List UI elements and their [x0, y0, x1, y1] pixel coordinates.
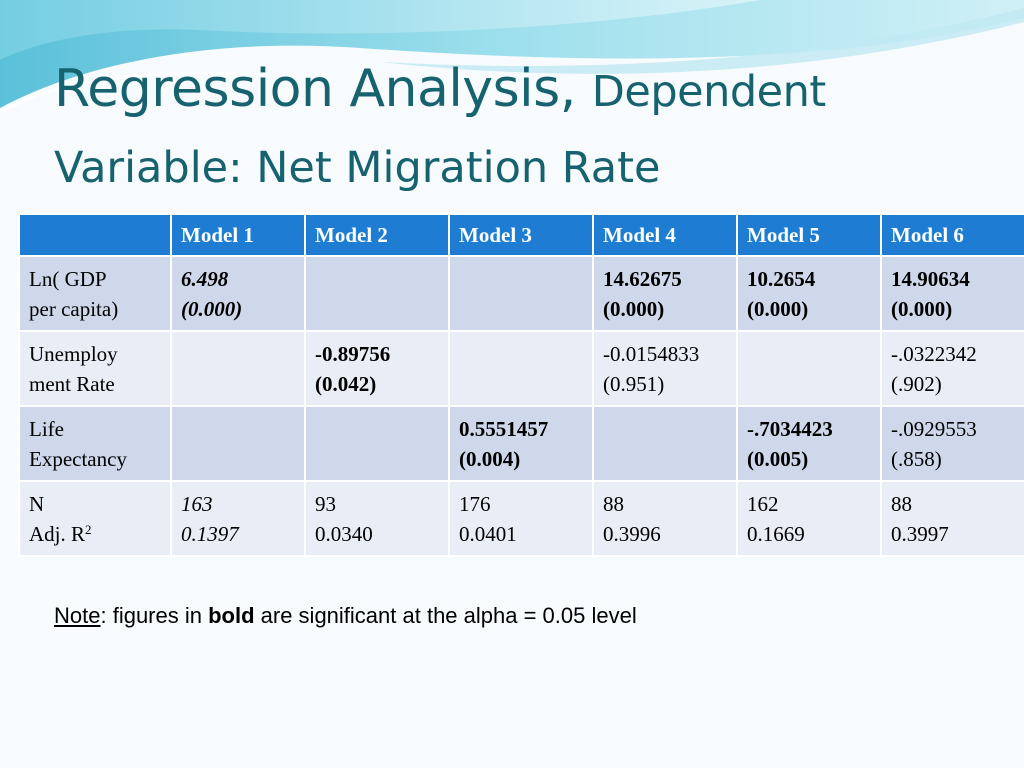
cell: -.0322342 (.902) [880, 330, 1024, 407]
cell: 6.498 (0.000) [170, 255, 306, 332]
cell: 88 0.3996 [592, 480, 738, 557]
title-line-2: Variable: Net Migration Rate [54, 143, 661, 193]
cell: 0.5551457 (0.004) [448, 405, 594, 482]
cell: 88 0.3997 [880, 480, 1024, 557]
cell [170, 330, 306, 407]
header-model-5: Model 5 [736, 213, 882, 257]
cell: 163 0.1397 [170, 480, 306, 557]
note-label: Note [54, 603, 101, 628]
cell: -.0929553 (.858) [880, 405, 1024, 482]
cell [448, 330, 594, 407]
title-part-2: Dependent [591, 67, 826, 117]
cell: -0.89756 (0.042) [304, 330, 450, 407]
header-model-1: Model 1 [170, 213, 306, 257]
header-model-2: Model 2 [304, 213, 450, 257]
row-ln-gdp: Ln( GDP per capita) 6.498 (0.000) 14.626… [18, 255, 1024, 332]
note-text-1: : figures in [100, 603, 209, 628]
cell [736, 330, 882, 407]
header-model-4: Model 4 [592, 213, 738, 257]
cell: -.7034423 (0.005) [736, 405, 882, 482]
row-life-expectancy: Life Expectancy 0.5551457 (0.004) -.7034… [18, 405, 1024, 482]
row-label: Unemploy ment Rate [18, 330, 172, 407]
decorative-swoosh [0, 0, 1024, 114]
footnote: Note: figures in bold are significant at… [54, 603, 637, 629]
cell [304, 405, 450, 482]
row-label: Ln( GDP per capita) [18, 255, 172, 332]
cell [448, 255, 594, 332]
header-model-3: Model 3 [448, 213, 594, 257]
regression-table: Model 1 Model 2 Model 3 Model 4 Model 5 … [18, 213, 1024, 557]
row-label: N Adj. R2 [18, 480, 172, 557]
cell: 176 0.0401 [448, 480, 594, 557]
note-text-2: are significant at the alpha = 0.05 leve… [254, 603, 637, 628]
cell: 162 0.1669 [736, 480, 882, 557]
header-row: Model 1 Model 2 Model 3 Model 4 Model 5 … [18, 213, 1024, 257]
row-label: Life Expectancy [18, 405, 172, 482]
cell [304, 255, 450, 332]
superscript: 2 [85, 522, 92, 537]
cell: 93 0.0340 [304, 480, 450, 557]
cell: -0.0154833 (0.951) [592, 330, 738, 407]
note-bold-word: bold [208, 603, 255, 628]
cell [592, 405, 738, 482]
title-part-1: Regression Analysis, [54, 59, 592, 119]
cell [170, 405, 306, 482]
cell: 14.62675 (0.000) [592, 255, 738, 332]
row-n-adj-r2: N Adj. R2 163 0.1397 93 0.0340 176 0.040… [18, 480, 1024, 557]
row-unemployment: Unemploy ment Rate -0.89756 (0.042) -0.0… [18, 330, 1024, 407]
slide-title: Regression Analysis, Dependent Variable:… [54, 56, 1014, 199]
cell: 14.90634 (0.000) [880, 255, 1024, 332]
header-model-6: Model 6 [880, 213, 1024, 257]
title-line-1: Regression Analysis, Dependent [54, 56, 1014, 125]
cell: 10.2654 (0.000) [736, 255, 882, 332]
corner-cell [18, 213, 172, 257]
